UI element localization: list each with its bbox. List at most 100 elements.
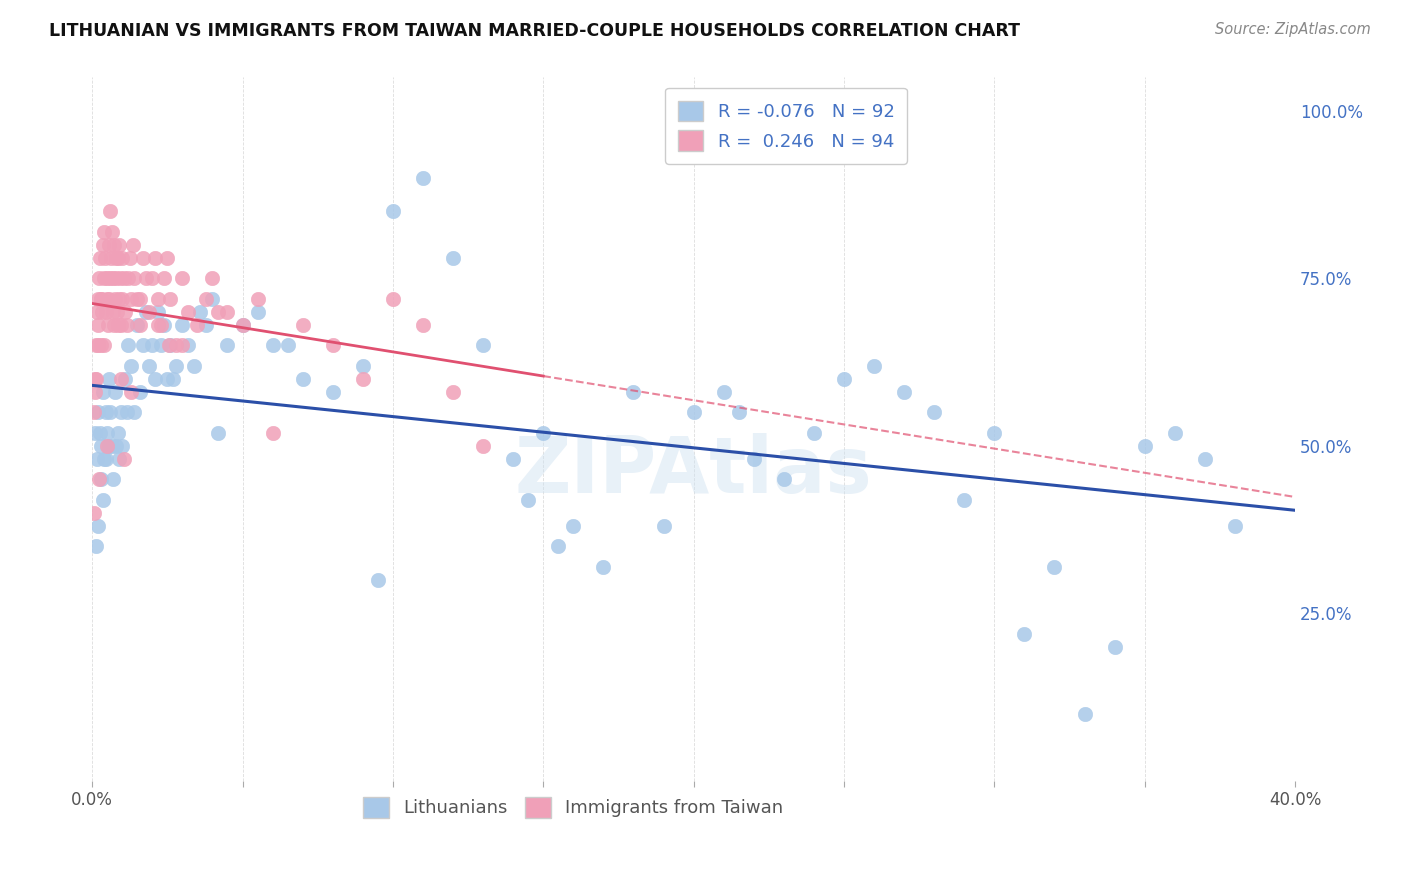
Point xyxy=(277,338,299,352)
Point xyxy=(90,305,112,319)
Point xyxy=(441,385,464,400)
Point xyxy=(172,318,194,333)
Point xyxy=(953,492,976,507)
Point xyxy=(207,305,229,319)
Point xyxy=(90,292,112,306)
Point xyxy=(86,305,108,319)
Point xyxy=(231,318,253,333)
Point xyxy=(472,439,495,453)
Point xyxy=(120,359,142,373)
Point xyxy=(105,271,128,285)
Point xyxy=(207,425,229,440)
Point xyxy=(217,305,239,319)
Point xyxy=(1133,439,1156,453)
Point xyxy=(381,292,404,306)
Point xyxy=(90,292,112,306)
Point xyxy=(135,305,157,319)
Point xyxy=(84,338,107,352)
Point xyxy=(132,338,155,352)
Point xyxy=(91,492,114,507)
Point xyxy=(183,359,205,373)
Point xyxy=(104,292,127,306)
Point xyxy=(97,439,120,453)
Point xyxy=(367,573,389,587)
Point xyxy=(652,519,675,533)
Point xyxy=(412,170,434,185)
Point xyxy=(165,338,187,352)
Point xyxy=(89,425,111,440)
Point xyxy=(143,372,166,386)
Point xyxy=(93,271,115,285)
Point xyxy=(177,338,200,352)
Point xyxy=(162,372,184,386)
Point xyxy=(195,292,218,306)
Point xyxy=(547,540,569,554)
Point xyxy=(262,338,284,352)
Point xyxy=(412,318,434,333)
Point xyxy=(83,405,105,419)
Point xyxy=(101,305,124,319)
Point xyxy=(217,338,239,352)
Point xyxy=(157,338,180,352)
Point xyxy=(98,271,121,285)
Point xyxy=(86,519,108,533)
Point xyxy=(322,385,344,400)
Point xyxy=(97,318,120,333)
Point xyxy=(111,439,134,453)
Point xyxy=(108,238,131,252)
Point xyxy=(623,385,645,400)
Point xyxy=(96,271,118,285)
Point xyxy=(103,271,125,285)
Point xyxy=(124,405,146,419)
Point xyxy=(381,204,404,219)
Point xyxy=(291,372,314,386)
Point xyxy=(111,252,134,266)
Point xyxy=(127,318,149,333)
Point xyxy=(115,318,138,333)
Point xyxy=(114,372,136,386)
Point xyxy=(110,318,132,333)
Point xyxy=(94,452,117,467)
Point xyxy=(159,338,181,352)
Point xyxy=(727,405,749,419)
Point xyxy=(86,338,108,352)
Point xyxy=(201,271,224,285)
Point xyxy=(105,305,128,319)
Point xyxy=(112,271,135,285)
Point xyxy=(97,372,120,386)
Point xyxy=(153,271,176,285)
Point xyxy=(110,372,132,386)
Point xyxy=(502,452,524,467)
Point xyxy=(922,405,945,419)
Point xyxy=(91,385,114,400)
Point xyxy=(129,292,152,306)
Point xyxy=(112,452,135,467)
Point xyxy=(90,338,112,352)
Text: ZIPAtlas: ZIPAtlas xyxy=(515,434,872,509)
Point xyxy=(96,425,118,440)
Point xyxy=(94,405,117,419)
Point xyxy=(105,439,128,453)
Point xyxy=(83,506,105,520)
Point xyxy=(141,271,163,285)
Point xyxy=(87,473,110,487)
Point xyxy=(93,225,115,239)
Point xyxy=(803,425,825,440)
Point xyxy=(111,292,134,306)
Text: Source: ZipAtlas.com: Source: ZipAtlas.com xyxy=(1215,22,1371,37)
Point xyxy=(117,271,139,285)
Point xyxy=(138,305,160,319)
Point xyxy=(772,473,794,487)
Point xyxy=(352,359,374,373)
Point xyxy=(120,292,142,306)
Point xyxy=(86,452,108,467)
Point xyxy=(87,318,110,333)
Point xyxy=(1104,640,1126,654)
Point xyxy=(115,405,138,419)
Point xyxy=(98,405,121,419)
Point xyxy=(127,292,149,306)
Legend: Lithuanians, Immigrants from Taiwan: Lithuanians, Immigrants from Taiwan xyxy=(356,789,790,825)
Point xyxy=(1223,519,1246,533)
Point xyxy=(90,439,112,453)
Point xyxy=(103,318,125,333)
